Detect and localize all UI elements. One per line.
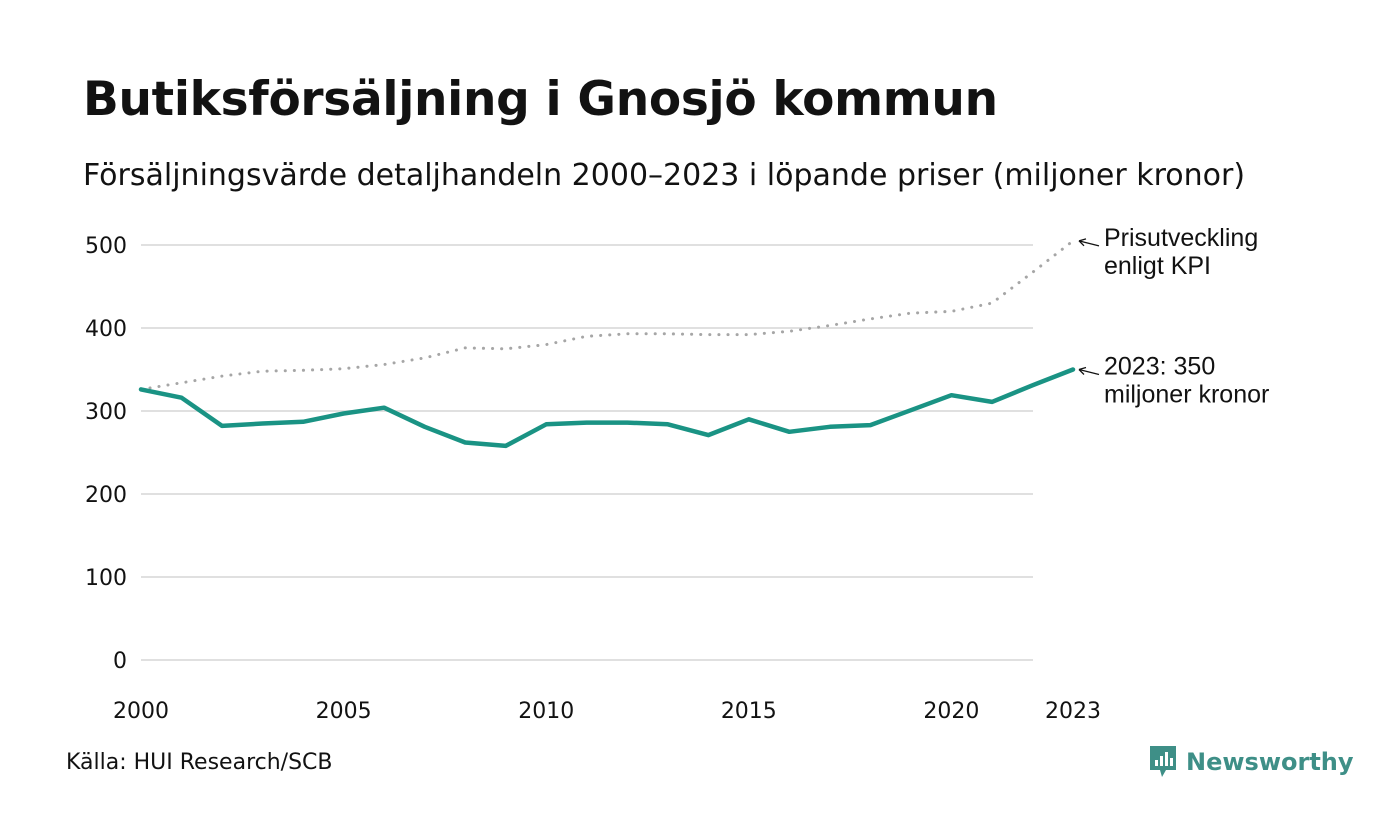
newsworthy-logo-icon: [1150, 746, 1176, 777]
annotation-arrowhead: [1078, 238, 1087, 247]
y-tick-label: 100: [85, 566, 127, 591]
chart-title: Butiksförsäljning i Gnosjö kommun: [83, 72, 998, 127]
x-tick-label: 2015: [721, 699, 777, 724]
x-tick-label: 2005: [316, 699, 372, 724]
annotation-label: Prisutveckling: [1104, 224, 1258, 252]
x-tick-label: 2000: [113, 699, 169, 724]
sales-line: [138, 367, 1076, 449]
annotation-label: miljoner kronor: [1104, 381, 1269, 409]
series-lines: [138, 239, 1076, 449]
annotation-arrowhead: [1078, 366, 1087, 375]
x-tick-label: 2020: [923, 699, 979, 724]
annotation-label: enligt KPI: [1104, 252, 1211, 280]
y-tick-label: 200: [85, 483, 127, 508]
annotation-arrow: [1078, 240, 1100, 247]
x-tick-label: 2023: [1045, 699, 1101, 724]
brand-name: Newsworthy: [1186, 748, 1354, 776]
annotation-label: 2023: 350: [1104, 353, 1215, 381]
annotation-arrow: [1078, 368, 1100, 376]
y-tick-label: 300: [85, 400, 127, 425]
chart-subtitle: Försäljningsvärde detaljhandeln 2000–202…: [83, 158, 1246, 193]
x-tick-label: 2010: [518, 699, 574, 724]
y-tick-label: 500: [85, 234, 127, 259]
grid-lines: [141, 244, 1033, 661]
y-tick-label: 400: [85, 317, 127, 342]
newsworthy-brand: Newsworthy: [1148, 744, 1354, 780]
source-note: Källa: HUI Research/SCB: [66, 750, 333, 775]
y-tick-label: 0: [113, 649, 127, 674]
x-axis-ticks: 2000 2005 2010 2015 2020 2023: [113, 699, 1101, 724]
y-axis-ticks: 0 100 200 300 400 500: [85, 234, 127, 674]
kpi-line: [139, 239, 1075, 391]
